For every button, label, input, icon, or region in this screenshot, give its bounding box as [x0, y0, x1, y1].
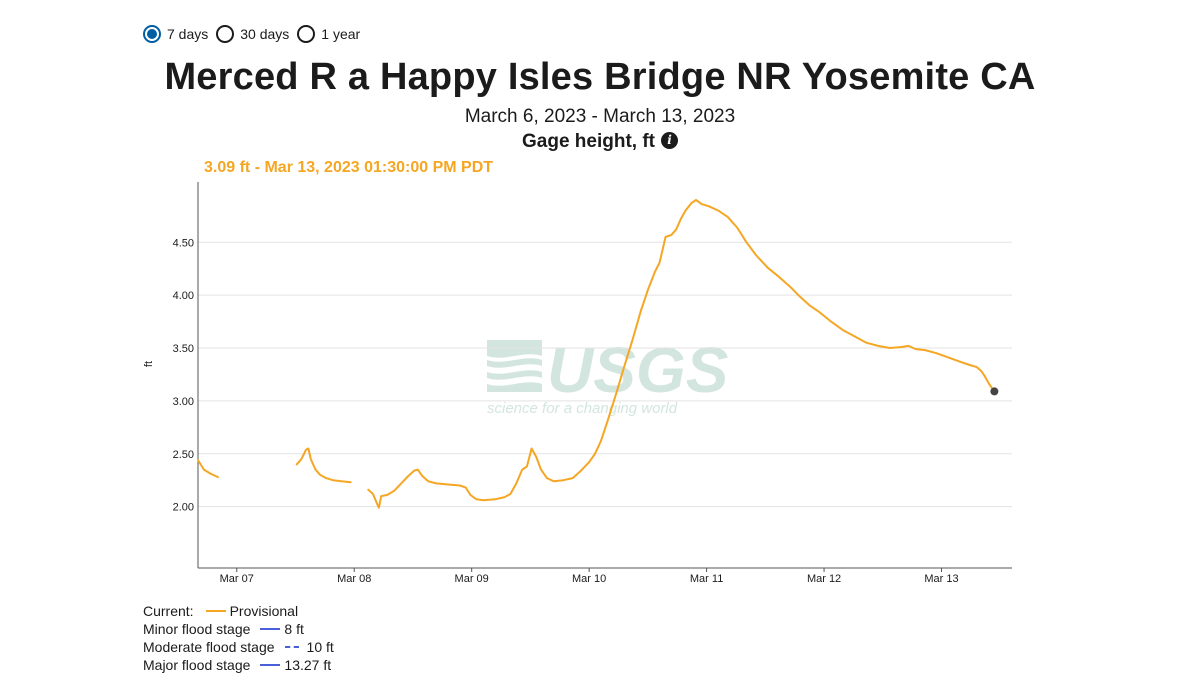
- legend-major-value: 13.27 ft: [284, 657, 332, 673]
- series-line-segment: [295, 447, 352, 484]
- radio-label-7-days: 7 days: [167, 26, 209, 42]
- series-line-segment: [367, 199, 996, 509]
- x-tick-label: Mar 08: [337, 573, 371, 585]
- legend: Current: Provisional Minor flood stage 8…: [143, 602, 334, 674]
- legend-current-label: Current:: [143, 603, 194, 619]
- parameter-label: Gage height, ft: [522, 131, 655, 152]
- legend-minor-label: Minor flood stage: [143, 621, 251, 637]
- radio-selected-icon: [143, 25, 161, 43]
- period-selector: 7 days 30 days 1 year: [143, 25, 368, 43]
- legend-moderate-row: Moderate flood stage 10 ft: [143, 638, 334, 656]
- x-tick-labels: Mar 07 Mar 08 Mar 09 Mar 10 Mar 11 Mar 12 Mar …: [220, 568, 959, 585]
- y-tick-labels: 2.00 2.50 3.00 3.50 4.00 4.50: [173, 237, 194, 513]
- usgs-wave-icon: [487, 340, 542, 392]
- legend-major-swatch: [260, 664, 281, 666]
- y-axis-label: ft: [143, 361, 155, 367]
- x-tick-label: Mar 10: [572, 573, 606, 585]
- legend-moderate-value: 10 ft: [306, 639, 334, 655]
- x-tick-label: Mar 12: [807, 573, 841, 585]
- legend-provisional-swatch: [205, 610, 226, 612]
- legend-current-row: Current: Provisional: [143, 602, 334, 620]
- legend-minor-value: 8 ft: [284, 621, 304, 637]
- x-tick-label: Mar 09: [455, 573, 489, 585]
- legend-provisional-label: Provisional: [229, 603, 299, 619]
- y-tick-label: 2.00: [173, 502, 194, 514]
- watermark-logo-text: USGS: [547, 334, 729, 406]
- x-tick-label: Mar 13: [924, 573, 958, 585]
- series-provisional: [197, 199, 996, 509]
- parameter-heading: Gage height, ft i: [0, 131, 1200, 153]
- info-icon[interactable]: i: [661, 132, 678, 149]
- date-range: March 6, 2023 - March 13, 2023: [464, 106, 736, 127]
- radio-7-days[interactable]: 7 days: [143, 25, 208, 43]
- legend-major-label: Major flood stage: [143, 657, 251, 673]
- series-line-segment: [197, 459, 219, 479]
- current-point-marker[interactable]: [990, 387, 999, 396]
- radio-unselected-icon: [297, 25, 316, 43]
- y-tick-label: 3.00: [173, 396, 194, 408]
- current-reading: 3.09 ft - Mar 13, 2023 01:30:00 PM PDT: [204, 159, 494, 176]
- grid-lines: [198, 241, 1012, 508]
- y-tick-label: 4.00: [173, 290, 194, 302]
- watermark: USGS science for a changing world: [487, 334, 729, 417]
- legend-minor-swatch: [260, 628, 281, 630]
- radio-label-1-year: 1 year: [321, 26, 361, 42]
- x-tick-label: Mar 07: [220, 573, 254, 585]
- radio-unselected-icon: [216, 25, 235, 43]
- legend-minor-row: Minor flood stage 8 ft: [143, 620, 334, 638]
- legend-moderate-swatch: [284, 646, 299, 648]
- y-tick-label: 3.50: [173, 343, 194, 355]
- y-tick-label: 4.50: [173, 237, 194, 249]
- legend-moderate-label: Moderate flood stage: [143, 639, 275, 655]
- legend-major-row: Major flood stage 13.27 ft: [143, 656, 334, 674]
- radio-30-days[interactable]: 30 days: [216, 25, 289, 43]
- site-title: Merced R a Happy Isles Bridge NR Yosemit…: [164, 56, 1036, 98]
- y-tick-label: 2.50: [173, 449, 194, 461]
- watermark-tagline: science for a changing world: [487, 400, 678, 417]
- radio-1-year[interactable]: 1 year: [297, 25, 360, 43]
- x-tick-label: Mar 11: [690, 573, 723, 585]
- radio-label-30-days: 30 days: [240, 26, 290, 42]
